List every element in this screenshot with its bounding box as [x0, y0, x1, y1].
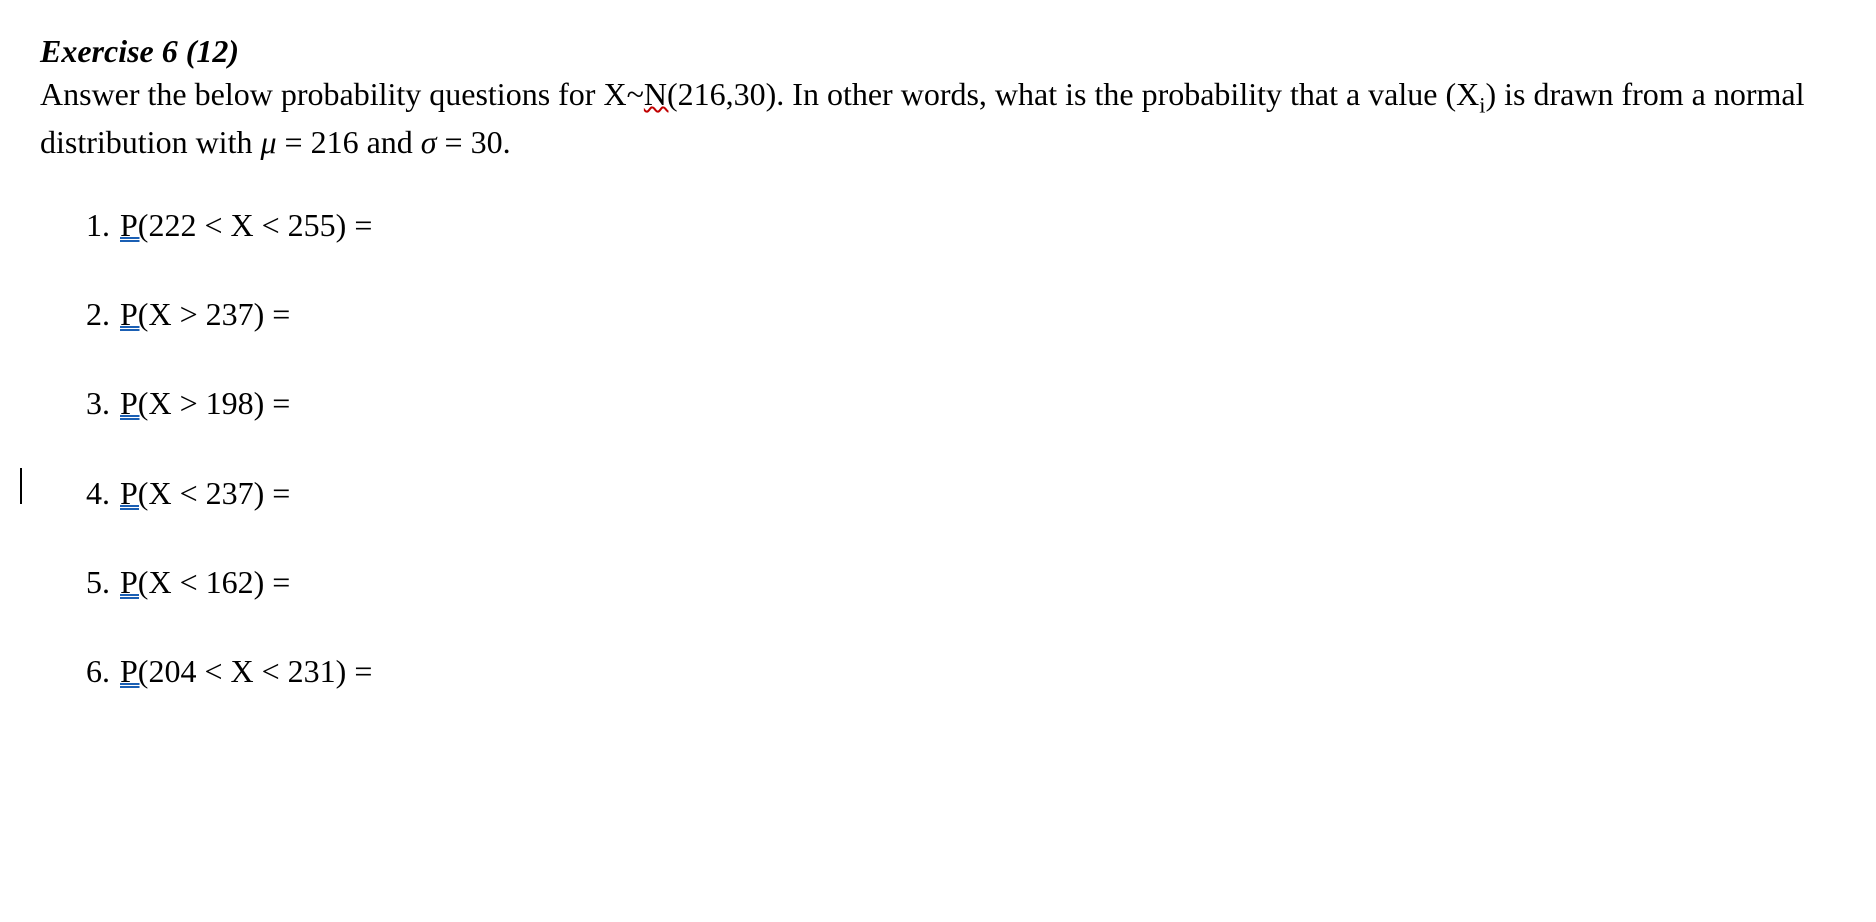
question-item: P(X < 237) =: [120, 472, 1836, 515]
q-body: X > 198) =: [148, 385, 290, 421]
question-item: P(204 < X < 231) =: [120, 650, 1836, 693]
p-prefix: P(: [120, 207, 148, 243]
eq1: = 216 and: [277, 124, 421, 160]
question-item: P(X > 198) =: [120, 382, 1836, 425]
p-prefix: P(: [120, 296, 148, 332]
exercise-desc-pre: Answer the below probability questions f…: [40, 76, 644, 112]
sigma-symbol: σ: [421, 124, 437, 160]
mu-symbol: μ: [260, 124, 276, 160]
question-item: P(X > 237) =: [120, 293, 1836, 336]
p-prefix: P(: [120, 475, 148, 511]
exercise-header: Exercise 6 (12) Answer the below probabi…: [40, 30, 1836, 164]
exercise-title: Exercise 6 (12): [40, 33, 239, 69]
q-body: X > 237) =: [148, 296, 290, 332]
question-item: P(222 < X < 255) =: [120, 204, 1836, 247]
p-prefix: P(: [120, 385, 148, 421]
question-item: P(X < 162) =: [120, 561, 1836, 604]
eq2: = 30.: [437, 124, 511, 160]
q-body: X < 237) =: [148, 475, 290, 511]
q-body: X < 162) =: [148, 564, 290, 600]
q-body: 204 < X < 231) =: [148, 653, 372, 689]
exercise-desc-post1: 216,30). In other words, what is the pro…: [678, 76, 1480, 112]
squiggle-text: N(: [644, 76, 678, 112]
p-prefix: P(: [120, 653, 148, 689]
q-body: 222 < X < 255) =: [148, 207, 372, 243]
p-prefix: P(: [120, 564, 148, 600]
text-cursor: [20, 468, 22, 504]
question-list: P(222 < X < 255) = P(X > 237) = P(X > 19…: [40, 204, 1836, 693]
